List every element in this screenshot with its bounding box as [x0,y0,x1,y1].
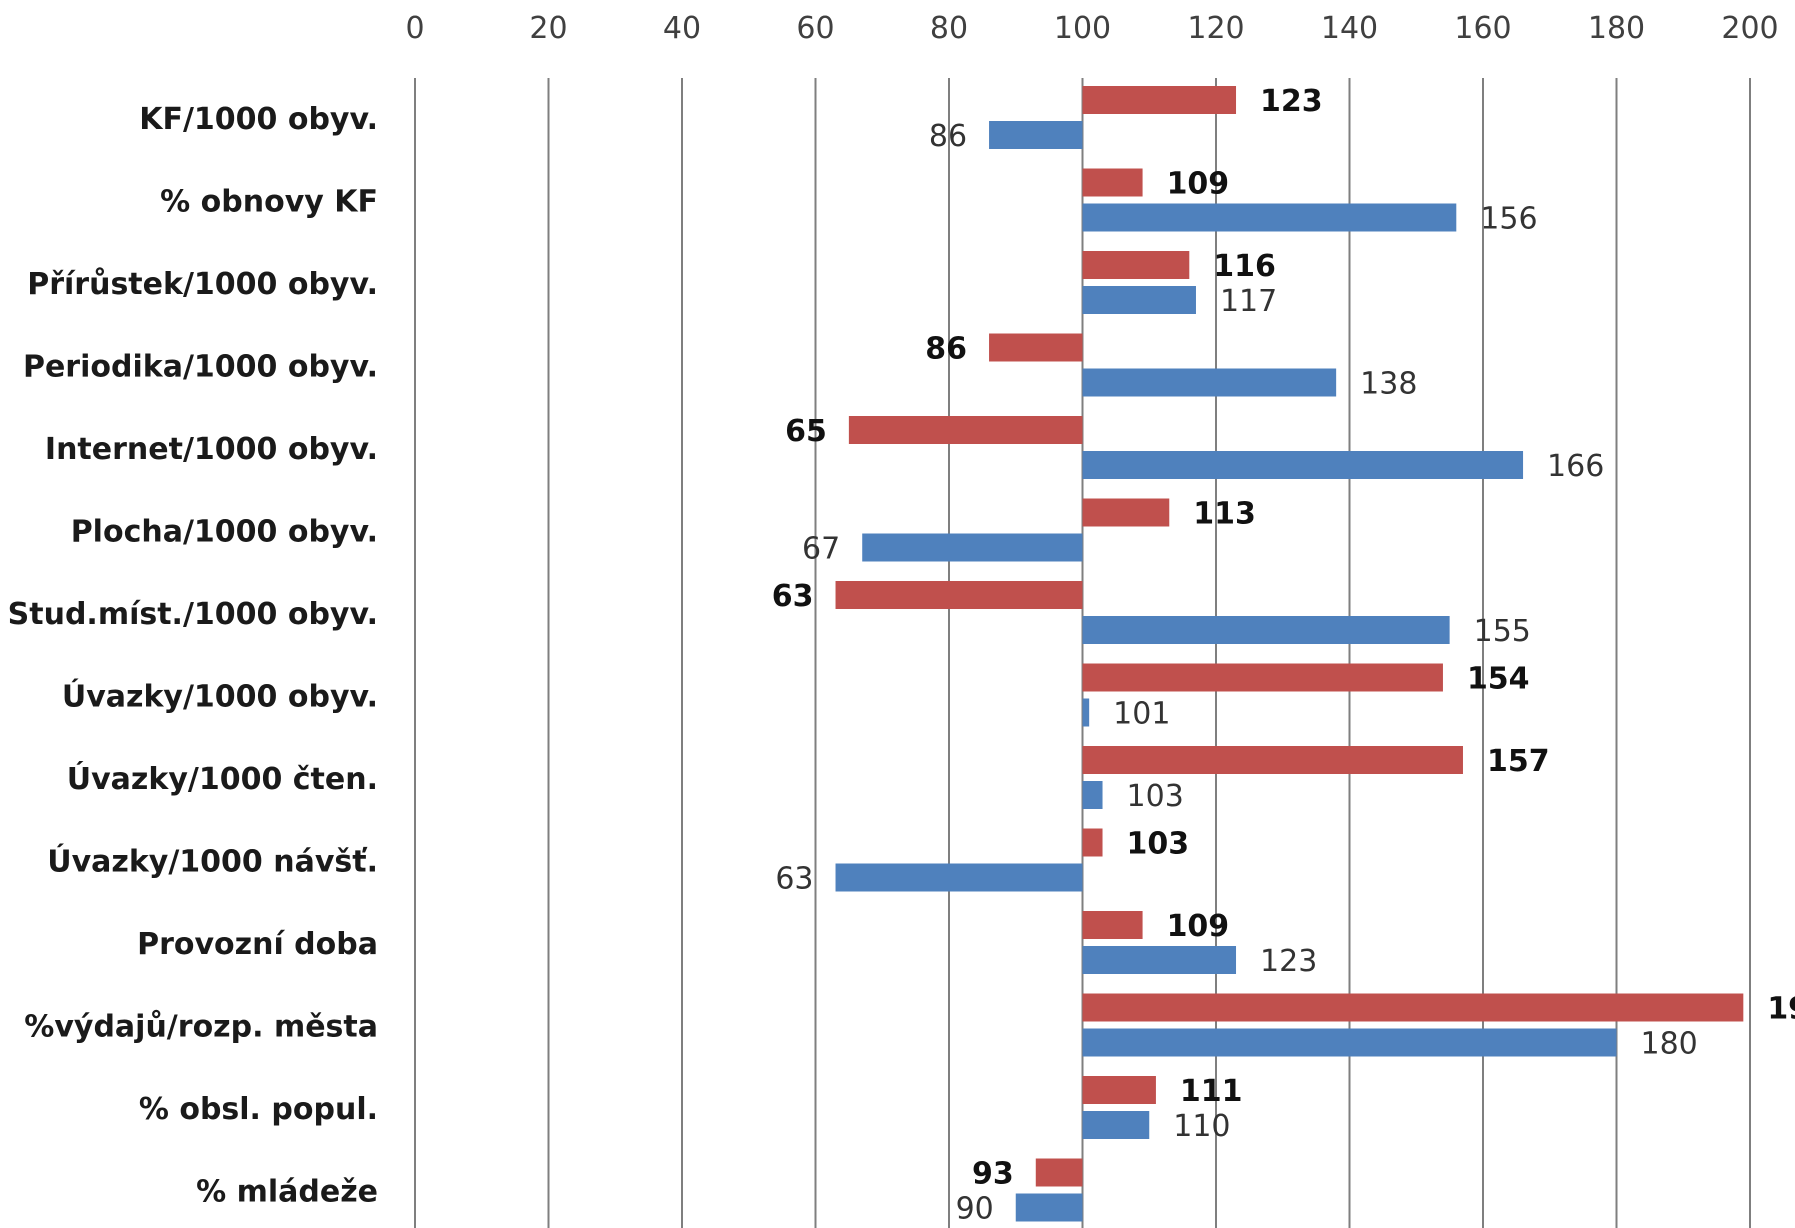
x-tick-label: 20 [529,11,567,46]
data-label-blue-13: 90 [956,1192,994,1227]
bar-red-2 [1082,251,1190,279]
x-tick-label: 60 [796,11,834,46]
data-label-blue-3: 138 [1360,367,1417,402]
bar-blue-6 [1082,616,1450,644]
x-tick-label: 120 [1187,11,1244,46]
bar-red-8 [1082,746,1463,774]
x-tick-label: 80 [930,11,968,46]
bar-blue-11 [1082,1028,1617,1057]
category-label: KF/1000 obyv. [139,102,378,137]
category-label: % obnovy KF [160,185,378,220]
bar-red-7 [1082,663,1443,692]
data-label-red-2: 116 [1213,249,1276,284]
category-labels: KF/1000 obyv. % obnovy KF Přírůstek/1000 o… [8,102,378,1210]
bar-blue-3 [1082,368,1337,397]
category-label: % mládeže [196,1175,378,1210]
data-label-blue-6: 155 [1474,614,1531,649]
x-tick-label: 160 [1454,11,1511,46]
category-label: Internet/1000 obyv. [45,432,378,467]
bar-red-11 [1082,993,1744,1022]
bar-red-6 [835,581,1083,609]
bar-blue-1 [1082,203,1457,232]
data-label-red-1: 109 [1167,167,1230,202]
bar-blue-0 [989,121,1083,149]
category-label: Provozní doba [137,927,378,962]
bars [835,86,1744,1222]
bar-blue-2 [1082,286,1196,314]
data-label-red-8: 157 [1487,744,1550,779]
x-tick-label: 40 [663,11,701,46]
data-label-red-4: 65 [785,414,827,449]
bar-blue-5 [862,533,1083,562]
x-tick-label: 0 [405,11,424,46]
data-labels: 123 109 116 86 65 113 63 154 157 103 109 199 111 93 86… [772,84,1795,1227]
x-tick-label: 140 [1321,11,1378,46]
bar-red-5 [1082,498,1170,527]
bar-blue-12 [1082,1111,1150,1139]
data-label-red-3: 86 [925,332,967,367]
data-label-blue-1: 156 [1480,202,1537,237]
category-label: %výdajů/rozp. města [24,1009,378,1045]
bar-red-12 [1082,1076,1156,1104]
data-label-red-9: 103 [1127,827,1190,862]
bar-blue-13 [1015,1193,1083,1222]
data-label-blue-7: 101 [1113,697,1170,732]
bar-red-3 [989,333,1083,362]
category-label: Přírůstek/1000 obyv. [27,266,378,302]
x-tick-label: 180 [1588,11,1645,46]
category-label: % obsl. popul. [139,1092,378,1127]
category-label: Úvazky/1000 čten. [67,760,378,797]
data-label-blue-2: 117 [1220,284,1277,319]
bar-red-0 [1082,86,1237,114]
bar-blue-10 [1082,946,1237,974]
data-label-red-12: 111 [1180,1074,1243,1109]
category-label: Úvazky/1000 obyv. [62,678,378,715]
bar-blue-9 [835,863,1083,892]
x-tick-label: 100 [1054,11,1111,46]
x-axis-tick-labels: 0 20 40 60 80 100 120 140 160 180 200 [405,11,1778,46]
bar-red-9 [1082,828,1103,857]
data-label-blue-5: 67 [802,532,840,567]
bar-red-1 [1082,168,1143,197]
bar-blue-4 [1082,451,1524,479]
bar-blue-7 [1082,698,1090,727]
data-label-blue-8: 103 [1127,779,1184,814]
data-label-blue-0: 86 [929,119,967,154]
data-label-red-7: 154 [1467,662,1530,697]
category-label: Plocha/1000 obyv. [71,515,378,550]
category-label: Stud.míst./1000 obyv. [8,597,378,632]
bar-red-13 [1035,1158,1083,1187]
bar-red-4 [848,416,1083,444]
bar-blue-8 [1082,781,1103,809]
category-label: Úvazky/1000 návšť. [47,843,378,880]
category-label: Periodika/1000 obyv. [23,350,378,385]
data-label-red-5: 113 [1193,497,1256,532]
data-label-blue-12: 110 [1173,1109,1230,1144]
data-label-red-11: 199 [1767,992,1795,1027]
data-label-red-0: 123 [1260,84,1323,119]
data-label-red-10: 109 [1167,909,1230,944]
data-label-red-13: 93 [972,1157,1014,1192]
data-label-blue-11: 180 [1641,1027,1698,1062]
x-tick-label: 200 [1721,11,1778,46]
data-label-blue-9: 63 [775,862,813,897]
data-label-blue-4: 166 [1547,449,1604,484]
bar-red-10 [1082,911,1143,939]
data-label-blue-10: 123 [1260,944,1317,979]
data-label-red-6: 63 [772,579,814,614]
